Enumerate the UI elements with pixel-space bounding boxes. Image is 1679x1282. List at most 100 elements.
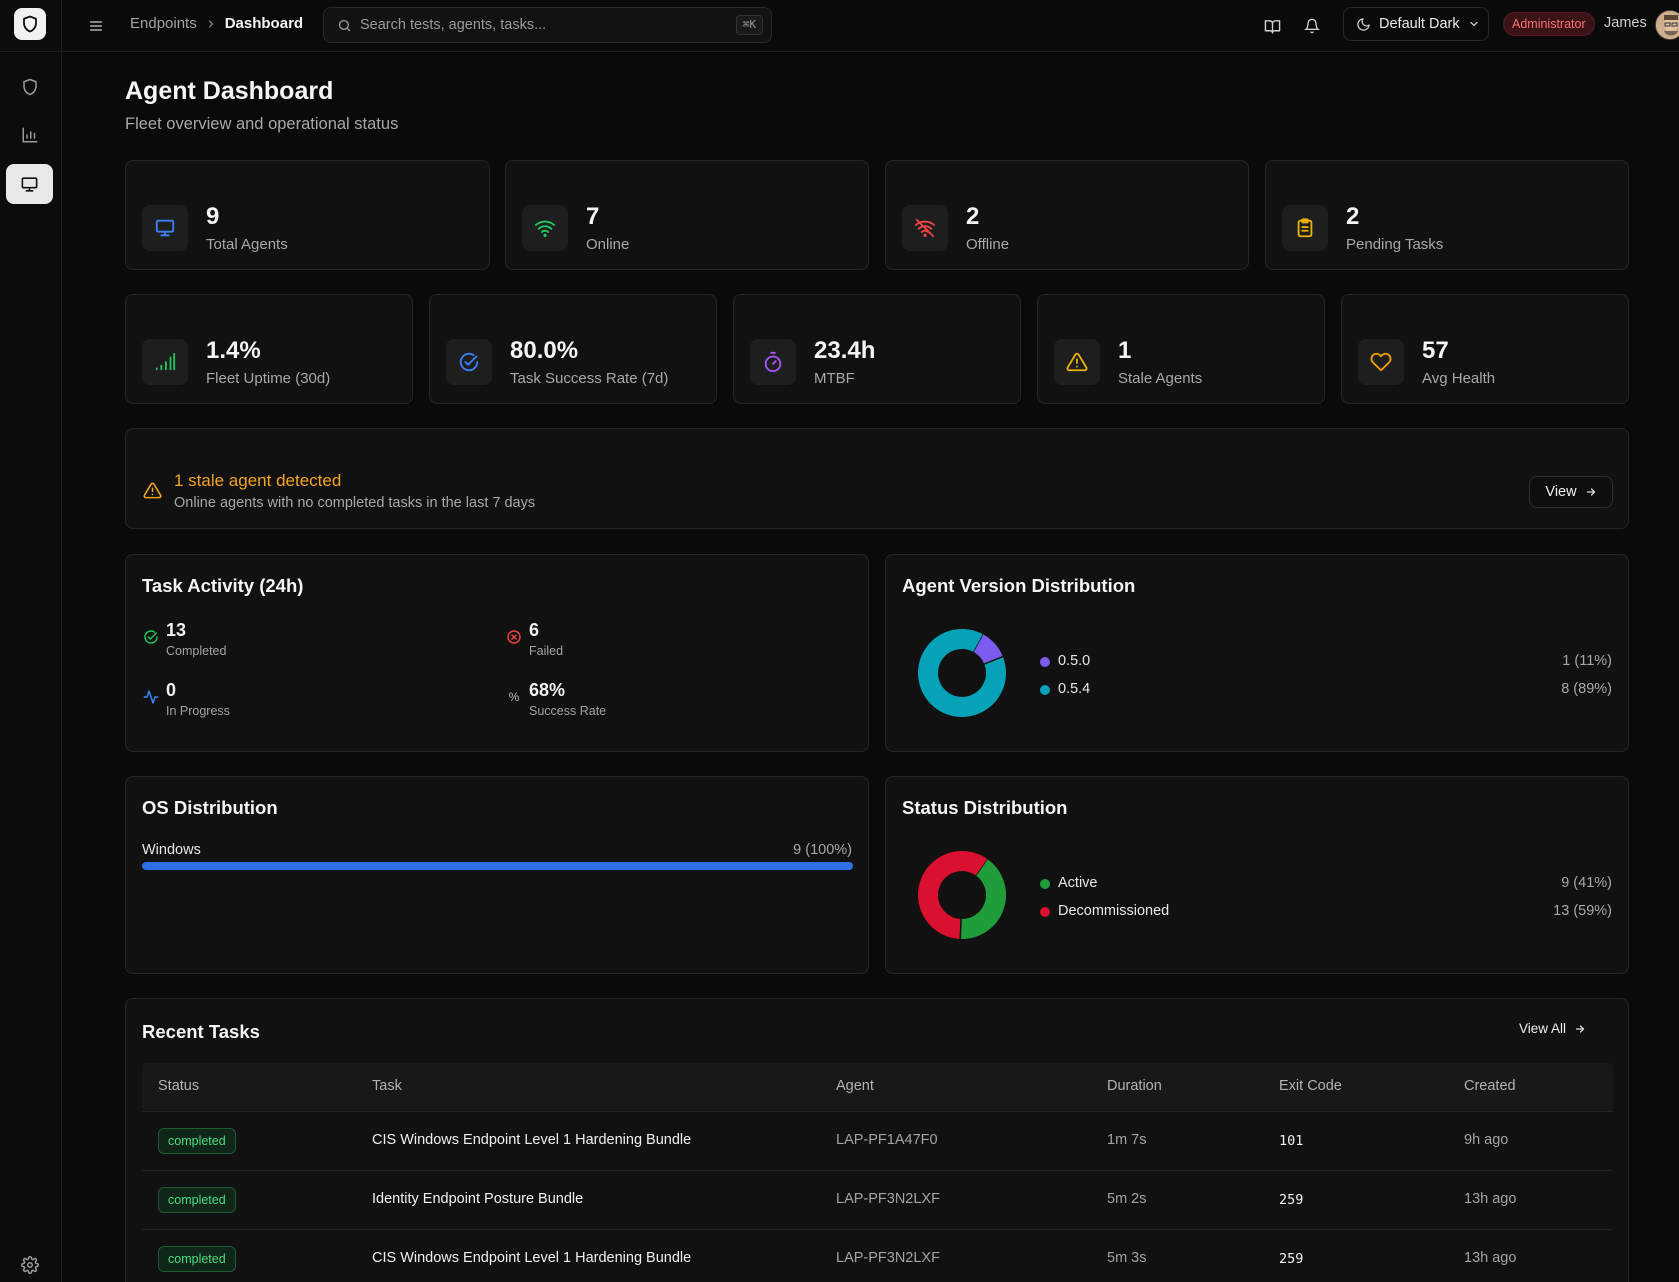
activity-icon [142, 688, 160, 706]
theme-select[interactable]: Default Dark [1343, 7, 1489, 41]
task-name[interactable]: CIS Windows Endpoint Level 1 Hardening B… [372, 1132, 692, 1148]
stat-value: 1 [1118, 337, 1132, 364]
search-input[interactable]: Search tests, agents, tasks... ⌘K [323, 7, 772, 43]
stat-card-mtbf: 23.4h MTBF [733, 294, 1021, 404]
os-progress-track [142, 862, 853, 870]
os-progress-fill [142, 862, 853, 870]
stat-label: Offline [966, 236, 1010, 253]
legend-count: 1 (11%) [1562, 653, 1612, 669]
legend-name: Active [1058, 875, 1098, 891]
clipboard-icon [1297, 218, 1313, 238]
stat-label: Avg Health [1422, 370, 1496, 387]
donut-separator [975, 858, 988, 876]
donut-slice-decommissioned[interactable] [918, 851, 988, 939]
donut-slice-0-5-0[interactable] [972, 634, 1003, 665]
table-row[interactable]: completed CIS Windows Endpoint Level 1 H… [142, 1111, 1613, 1170]
sidebar-item-analytics[interactable] [6, 115, 53, 155]
user-name[interactable]: James [1604, 15, 1647, 31]
task-name[interactable]: CIS Windows Endpoint Level 1 Hardening B… [372, 1250, 692, 1266]
arrow-right-icon [1586, 488, 1595, 496]
legend-name: 0.5.4 [1058, 681, 1091, 697]
legend-item: Decommissioned 13 (59%) [1040, 902, 1612, 922]
wifi-icon [534, 220, 556, 237]
stat-card-total-agents: 9 Total Agents [125, 160, 490, 270]
donut-separator [959, 918, 962, 939]
stat-label: Fleet Uptime (30d) [206, 370, 331, 387]
moon-icon [1357, 17, 1370, 31]
stat-value: 6 [529, 620, 540, 640]
chevron-down-icon [1469, 21, 1478, 27]
bar-chart-icon [22, 127, 37, 143]
view-stale-agents-button[interactable]: View [1529, 476, 1613, 508]
stat-value: 1.4% [206, 337, 261, 364]
stat-value: 57 [1422, 337, 1449, 364]
stat-value: 23.4h [814, 337, 876, 364]
avatar[interactable] [1655, 10, 1679, 40]
view-all-tasks-button[interactable]: View All [1519, 1021, 1586, 1036]
status-badge: completed [158, 1187, 236, 1213]
sidebar-item-settings[interactable] [6, 1250, 53, 1280]
top-bar: Endpoints Dashboard Search tests, agents… [62, 0, 1679, 52]
agent-name[interactable]: LAP-PF1A47F0 [836, 1132, 938, 1148]
stat-icon-box [902, 205, 948, 251]
stat-icon-box [142, 339, 188, 385]
sidebar-item-endpoints[interactable] [6, 164, 53, 204]
gear-icon [20, 1256, 39, 1274]
agent-name[interactable]: LAP-PF3N2LXF [836, 1250, 940, 1266]
stat-value: 2 [966, 203, 980, 230]
exit-code: 259 [1279, 1251, 1304, 1267]
legend-dot [1040, 907, 1050, 917]
duration: 5m 3s [1107, 1250, 1147, 1266]
legend-name: 0.5.0 [1058, 653, 1091, 669]
shield-icon [22, 78, 37, 96]
column-header-duration[interactable]: Duration [1107, 1078, 1162, 1094]
search-placeholder: Search tests, agents, tasks... [360, 17, 547, 33]
stat-icon-box [750, 339, 796, 385]
task-name[interactable]: Identity Endpoint Posture Bundle [372, 1191, 584, 1207]
os-distribution-card: OS Distribution Windows 9 (100%) [125, 776, 869, 974]
role-badge: Administrator [1503, 12, 1595, 36]
stat-label: Total Agents [206, 236, 288, 253]
view-button-label: View [1545, 484, 1577, 500]
section-title: OS Distribution [142, 797, 278, 818]
column-header-created[interactable]: Created [1464, 1078, 1516, 1094]
version-donut-chart [918, 629, 1006, 717]
docs-button[interactable] [1260, 14, 1284, 38]
notifications-button[interactable] [1300, 14, 1324, 38]
legend-name: Decommissioned [1058, 903, 1170, 919]
check-circle-icon [459, 352, 479, 372]
donut-separator [983, 655, 1004, 665]
exit-code: 259 [1279, 1192, 1304, 1208]
sidebar-item-security[interactable] [6, 67, 53, 107]
table-row[interactable]: completed Identity Endpoint Posture Bund… [142, 1170, 1613, 1229]
stat-value: 0 [166, 680, 177, 700]
stat-value: 80.0% [510, 337, 579, 364]
duration: 5m 2s [1107, 1191, 1147, 1207]
column-header-exit-code[interactable]: Exit Code [1279, 1078, 1342, 1094]
column-header-status[interactable]: Status [158, 1078, 200, 1094]
sidebar-divider [0, 51, 62, 52]
stat-card-task-success-rate: 80.0% Task Success Rate (7d) [429, 294, 717, 404]
app-logo[interactable] [14, 8, 46, 40]
agent-name[interactable]: LAP-PF3N2LXF [836, 1191, 940, 1207]
column-header-agent[interactable]: Agent [836, 1078, 874, 1094]
legend-dot [1040, 879, 1050, 889]
column-header-task[interactable]: Task [372, 1078, 402, 1094]
table-row[interactable]: completed CIS Windows Endpoint Level 1 H… [142, 1229, 1613, 1282]
os-name: Windows [142, 842, 201, 858]
stat-label: Task Success Rate (7d) [510, 370, 669, 387]
donut-slice-active[interactable] [960, 858, 1006, 939]
section-title: Status Distribution [902, 797, 1068, 818]
monitor-icon [155, 219, 175, 237]
menu-toggle-button[interactable] [84, 14, 108, 38]
donut-slice-0-5-4[interactable] [918, 629, 1006, 717]
breadcrumb-endpoints[interactable]: Endpoints [130, 15, 197, 32]
avatar-image-icon [1656, 11, 1679, 39]
legend-count: 13 (59%) [1553, 903, 1612, 919]
search-icon [338, 19, 351, 32]
task-activity-card: Task Activity (24h) 13 Completed 6 Faile… [125, 554, 869, 752]
theme-label: Default Dark [1379, 16, 1460, 32]
stat-card-offline: 2 Offline [885, 160, 1249, 270]
stat-value: 13 [166, 620, 187, 640]
